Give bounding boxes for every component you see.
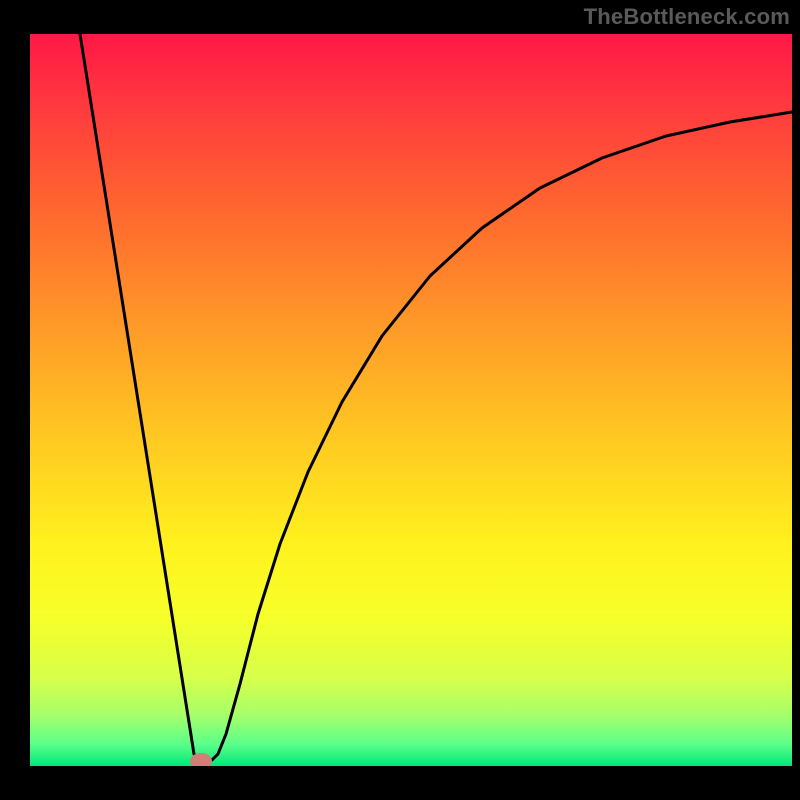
gradient-background — [30, 34, 792, 766]
watermark-text: TheBottleneck.com — [584, 4, 790, 30]
plot-svg — [30, 34, 792, 766]
plot-area — [30, 34, 792, 766]
chart-frame: TheBottleneck.com — [0, 0, 800, 800]
